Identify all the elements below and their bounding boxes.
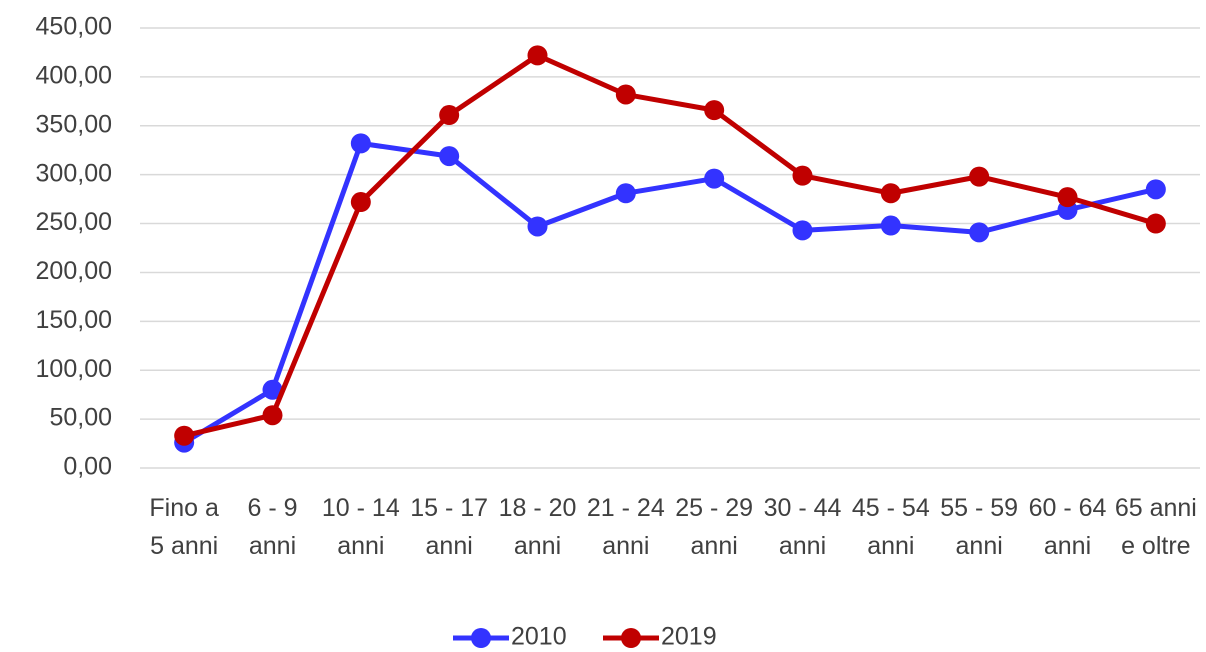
series-line xyxy=(182,140,1157,445)
x-tick-label: 25 - 29 anni xyxy=(675,494,754,560)
data-point xyxy=(969,166,990,187)
data-point xyxy=(615,183,636,204)
data-point xyxy=(704,100,725,121)
x-tick-label: 6 - 9 anni xyxy=(247,494,298,560)
data-point xyxy=(792,165,813,186)
series-line xyxy=(183,52,1157,439)
data-point xyxy=(880,215,901,236)
data-point xyxy=(350,133,371,154)
legend-marker xyxy=(621,628,641,648)
x-tick-label: 65 anni e oltre xyxy=(1114,494,1197,560)
x-tick-label: 21 - 24 anni xyxy=(586,494,665,560)
data-point xyxy=(262,405,283,426)
y-tick-label: 150,00 xyxy=(36,306,112,334)
data-point xyxy=(439,146,460,167)
legend-label: 2010 xyxy=(511,623,567,651)
y-tick-label: 50,00 xyxy=(49,404,112,432)
y-tick-label: 300,00 xyxy=(36,159,112,187)
x-tick-label: Fino a 5 anni xyxy=(149,494,219,560)
x-tick-label: 18 - 20 anni xyxy=(498,494,577,560)
data-point xyxy=(1145,213,1166,234)
x-tick-label: 60 - 64 anni xyxy=(1028,494,1107,560)
x-tick-label: 15 - 17 anni xyxy=(410,494,489,560)
y-tick-label: 400,00 xyxy=(36,61,112,89)
y-tick-label: 200,00 xyxy=(36,257,112,285)
x-tick-label: 55 - 59 anni xyxy=(940,494,1019,560)
y-tick-label: 0,00 xyxy=(63,453,112,481)
data-point xyxy=(174,425,195,446)
x-tick-label: 30 - 44 anni xyxy=(763,494,842,560)
data-point xyxy=(1057,187,1078,208)
y-tick-label: 250,00 xyxy=(36,208,112,236)
data-point xyxy=(704,168,725,189)
data-point xyxy=(969,222,990,243)
y-tick-label: 100,00 xyxy=(36,355,112,383)
data-point xyxy=(615,84,636,105)
x-tick-label: 10 - 14 anni xyxy=(321,494,400,560)
legend-label: 2019 xyxy=(661,623,717,651)
legend-marker xyxy=(471,628,491,648)
data-point xyxy=(1145,179,1166,200)
data-point xyxy=(262,379,283,400)
data-point xyxy=(527,45,548,66)
data-point xyxy=(350,192,371,213)
data-point xyxy=(527,216,548,237)
y-tick-label: 450,00 xyxy=(36,13,112,41)
data-point xyxy=(792,220,813,241)
y-tick-label: 350,00 xyxy=(36,110,112,138)
data-point xyxy=(439,105,460,126)
x-tick-label: 45 - 54 anni xyxy=(851,494,930,560)
data-point xyxy=(880,183,901,204)
